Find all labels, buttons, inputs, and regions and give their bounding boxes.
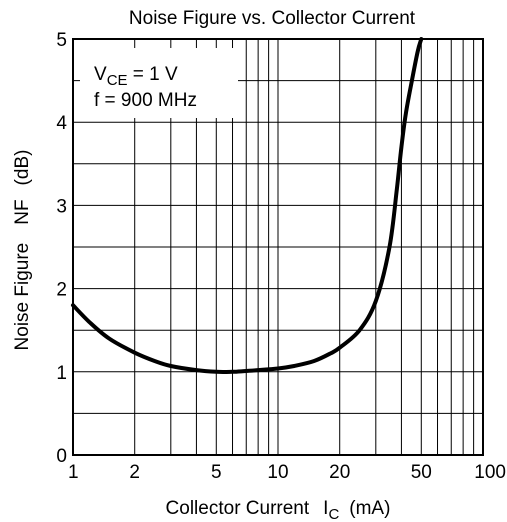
condition-vce-prefix: V: [94, 64, 107, 85]
x-axis-label-text: Collector Current: [166, 498, 310, 519]
y-axis-label: Noise Figure NF (dB): [12, 150, 33, 351]
grid-lines: [73, 39, 483, 455]
y-tick-label: 2: [56, 280, 67, 301]
x-tick-label: 50: [411, 462, 432, 483]
data-series: [71, 37, 424, 374]
y-tick-label: 1: [56, 363, 67, 384]
y-tick-label: 0: [56, 446, 67, 467]
y-tick-label: 5: [56, 30, 67, 51]
plot-border: [72, 38, 484, 456]
x-tick-label: 10: [267, 462, 288, 483]
x-axis-symbol: I: [323, 498, 328, 519]
y-tick-labels: 0 1 2 3 4 5: [56, 30, 67, 467]
y-axis-label-text: Noise Figure: [12, 243, 33, 351]
x-tick-label: 5: [211, 462, 222, 483]
x-axis-unit: (mA): [349, 498, 390, 519]
y-axis-unit: (dB): [12, 150, 33, 186]
x-tick-label: 2: [129, 462, 140, 483]
condition-box: [80, 48, 238, 118]
condition-vce: VCE = 1 V: [94, 64, 178, 89]
x-tick-labels: 1 2 5 10 20 50 100: [68, 462, 506, 483]
y-axis-symbol: NF: [12, 199, 33, 224]
condition-vce-value: = 1 V: [128, 64, 178, 85]
plot-frame: [72, 38, 484, 456]
x-tick-label: 100: [474, 462, 506, 483]
x-tick-label: 20: [329, 462, 350, 483]
x-tick-label: 1: [68, 462, 79, 483]
y-tick-label: 4: [56, 113, 67, 134]
chart-title: Noise Figure vs. Collector Current: [129, 8, 416, 29]
series-line-noise-figure: [71, 37, 424, 374]
x-axis-label: Collector Current IC (mA): [166, 498, 391, 522]
y-tick-label: 3: [56, 196, 67, 217]
x-axis-symbol-sub: C: [328, 506, 339, 522]
condition-frequency: f = 900 MHz: [94, 90, 197, 111]
condition-vce-sub: CE: [107, 72, 128, 89]
